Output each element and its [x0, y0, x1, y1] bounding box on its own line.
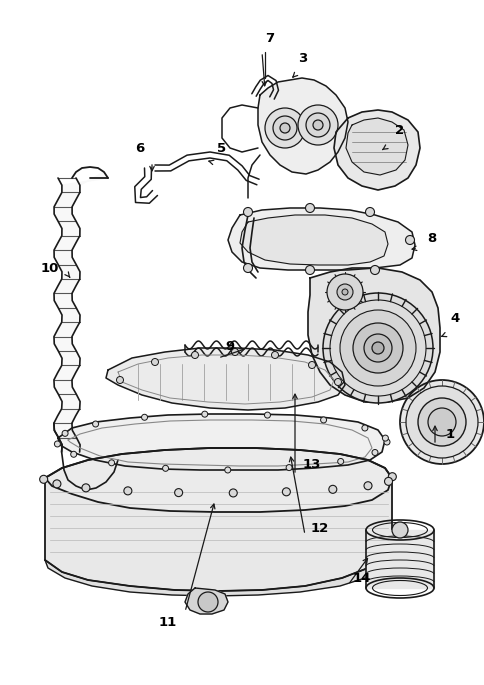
Circle shape	[383, 439, 389, 445]
Circle shape	[322, 293, 432, 403]
Circle shape	[341, 289, 348, 295]
Polygon shape	[45, 548, 391, 596]
Polygon shape	[365, 530, 433, 588]
Circle shape	[305, 113, 329, 137]
Circle shape	[53, 480, 61, 488]
Polygon shape	[307, 268, 439, 402]
Circle shape	[279, 123, 289, 133]
Circle shape	[123, 487, 132, 495]
Text: 4: 4	[450, 312, 459, 325]
Circle shape	[264, 108, 304, 148]
Circle shape	[371, 342, 383, 354]
Circle shape	[352, 323, 402, 373]
Text: 7: 7	[265, 32, 274, 45]
Circle shape	[108, 460, 114, 466]
Circle shape	[371, 449, 377, 456]
Circle shape	[174, 488, 182, 497]
Circle shape	[370, 266, 378, 275]
Circle shape	[92, 421, 98, 427]
Circle shape	[191, 351, 198, 358]
Circle shape	[54, 441, 60, 447]
Circle shape	[339, 310, 415, 386]
Circle shape	[305, 203, 314, 212]
Circle shape	[224, 467, 230, 473]
Circle shape	[151, 358, 158, 366]
Circle shape	[231, 349, 238, 356]
Text: 13: 13	[302, 458, 320, 471]
Polygon shape	[333, 110, 419, 190]
Polygon shape	[106, 348, 344, 410]
Circle shape	[229, 489, 237, 497]
Polygon shape	[45, 448, 391, 512]
Circle shape	[336, 284, 352, 300]
Circle shape	[282, 488, 290, 496]
Text: 8: 8	[426, 232, 436, 245]
Circle shape	[365, 208, 374, 216]
Circle shape	[243, 264, 252, 273]
Circle shape	[201, 411, 207, 417]
Circle shape	[405, 236, 414, 245]
Circle shape	[62, 430, 68, 436]
Polygon shape	[227, 208, 414, 270]
Circle shape	[197, 592, 217, 612]
Circle shape	[326, 274, 362, 310]
Polygon shape	[240, 215, 387, 265]
Circle shape	[264, 412, 270, 418]
Circle shape	[71, 451, 76, 458]
Circle shape	[334, 379, 341, 386]
Circle shape	[312, 120, 322, 130]
Circle shape	[82, 484, 90, 492]
Circle shape	[272, 116, 296, 140]
Circle shape	[417, 398, 465, 446]
Text: 2: 2	[394, 123, 404, 136]
Circle shape	[141, 414, 147, 421]
Text: 12: 12	[310, 521, 329, 534]
Circle shape	[337, 458, 343, 464]
Circle shape	[381, 435, 388, 441]
Circle shape	[388, 473, 395, 481]
Circle shape	[271, 351, 278, 358]
Circle shape	[427, 408, 455, 436]
Text: 10: 10	[41, 262, 59, 275]
Circle shape	[305, 266, 314, 275]
Text: 9: 9	[225, 340, 234, 353]
Circle shape	[405, 386, 477, 458]
Circle shape	[328, 485, 336, 493]
Circle shape	[363, 334, 391, 362]
Circle shape	[297, 105, 337, 145]
Circle shape	[363, 482, 371, 490]
Text: 5: 5	[217, 142, 226, 155]
Circle shape	[320, 417, 326, 423]
Circle shape	[399, 380, 483, 464]
Circle shape	[116, 377, 123, 384]
Circle shape	[361, 425, 367, 431]
Circle shape	[162, 465, 168, 471]
Polygon shape	[54, 167, 108, 452]
Circle shape	[40, 475, 47, 484]
Circle shape	[384, 477, 392, 486]
Circle shape	[243, 208, 252, 216]
Circle shape	[286, 464, 291, 471]
Polygon shape	[184, 588, 227, 614]
Text: 6: 6	[135, 142, 144, 155]
Text: 11: 11	[159, 616, 177, 629]
Circle shape	[308, 362, 315, 369]
Polygon shape	[45, 448, 391, 591]
Text: 14: 14	[352, 571, 370, 584]
Circle shape	[391, 522, 407, 538]
Polygon shape	[58, 414, 384, 470]
Polygon shape	[257, 78, 348, 174]
Polygon shape	[345, 118, 407, 175]
Text: 1: 1	[444, 429, 454, 442]
Text: 3: 3	[298, 51, 307, 64]
